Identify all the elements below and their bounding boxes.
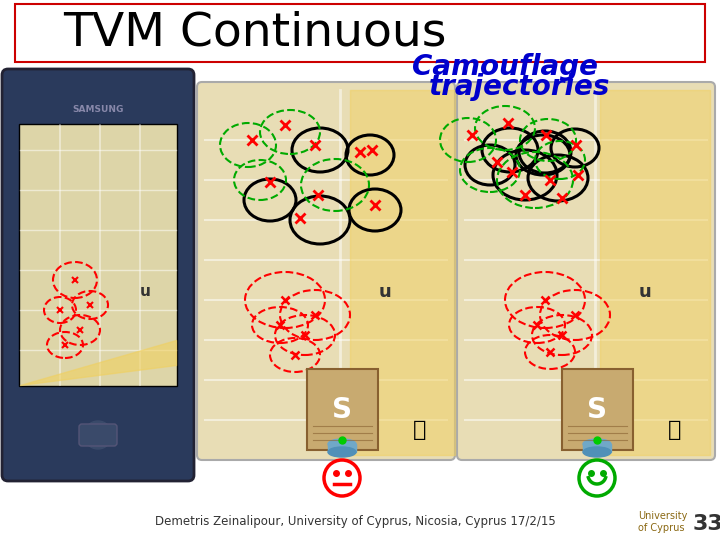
Bar: [328, 444, 356, 452]
Ellipse shape: [583, 447, 611, 457]
FancyBboxPatch shape: [19, 124, 177, 386]
Text: 🔒: 🔒: [668, 420, 682, 440]
Text: S: S: [587, 396, 607, 424]
FancyBboxPatch shape: [307, 369, 378, 450]
Text: TVM Continuous: TVM Continuous: [63, 10, 446, 56]
Circle shape: [84, 421, 112, 449]
Ellipse shape: [328, 447, 356, 457]
Ellipse shape: [583, 439, 611, 449]
Ellipse shape: [328, 439, 356, 449]
Text: SAMSUNG: SAMSUNG: [72, 105, 124, 114]
Text: Demetris Zeinalipour, University of Cyprus, Nicosia, Cyprus 17/2/15: Demetris Zeinalipour, University of Cypr…: [155, 516, 555, 529]
Text: 33: 33: [693, 514, 720, 534]
Text: u: u: [379, 283, 392, 301]
FancyBboxPatch shape: [2, 69, 194, 481]
FancyBboxPatch shape: [457, 82, 715, 460]
Text: u: u: [140, 285, 150, 300]
FancyBboxPatch shape: [562, 369, 633, 450]
Text: University
of Cyprus: University of Cyprus: [638, 511, 688, 533]
Text: 🔓: 🔓: [413, 420, 427, 440]
FancyBboxPatch shape: [79, 424, 117, 446]
Text: Camouflage: Camouflage: [412, 53, 598, 81]
Text: trajectories: trajectories: [429, 73, 611, 101]
Bar: [583, 444, 611, 452]
FancyBboxPatch shape: [15, 4, 705, 62]
Text: u: u: [639, 283, 652, 301]
FancyBboxPatch shape: [197, 82, 455, 460]
Text: S: S: [332, 396, 352, 424]
